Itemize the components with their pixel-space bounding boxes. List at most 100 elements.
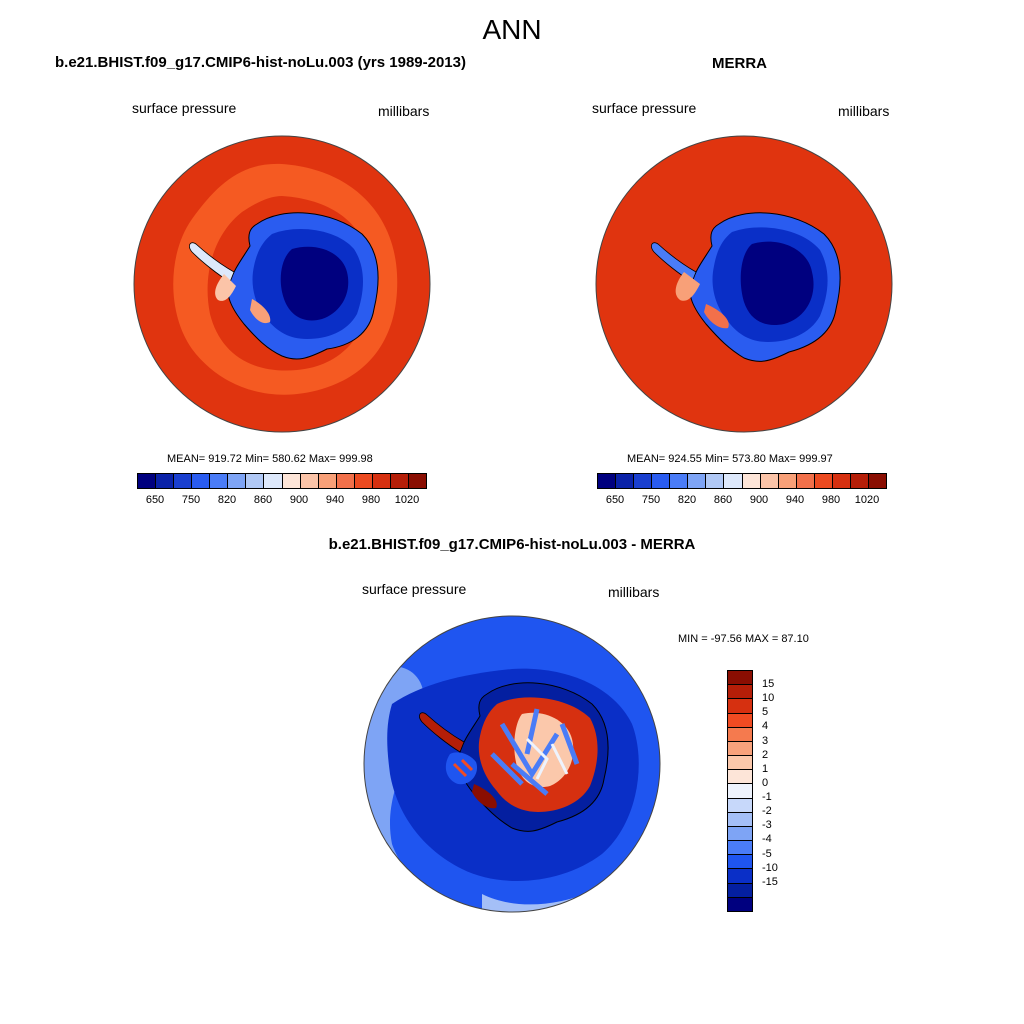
colorbar-tick-label: 750 — [181, 494, 201, 506]
colorbar-swatch — [728, 826, 752, 842]
colorbar-swatch — [246, 474, 265, 488]
colorbar-tick-label: 820 — [677, 494, 697, 506]
colorbar-tick-label: 0 — [762, 776, 769, 789]
colorbar-swatch — [728, 841, 752, 856]
model-polar-map — [133, 135, 431, 433]
colorbar-swatch — [598, 474, 617, 488]
colorbar-swatch — [616, 474, 635, 488]
colorbar-tick-label: 980 — [361, 494, 381, 506]
colorbar-tick-label: 820 — [217, 494, 237, 506]
colorbar-tick-label: 3 — [762, 734, 769, 747]
obs-panel-title: MERRA — [712, 55, 767, 72]
colorbar-tick-label: 1020 — [854, 494, 880, 506]
colorbar-swatch — [728, 671, 752, 686]
colorbar-tick-label: -1 — [762, 791, 772, 804]
colorbar-swatch — [318, 474, 337, 488]
model-panel-title: b.e21.BHIST.f09_g17.CMIP6-hist-noLu.003 … — [55, 54, 466, 71]
colorbar-swatch — [724, 474, 743, 488]
colorbar-tick-label: -5 — [762, 847, 772, 860]
colorbar-tick-label: 980 — [821, 494, 841, 506]
colorbar-tick-label: -4 — [762, 833, 772, 846]
diff-variable-label: surface pressure — [362, 581, 467, 597]
colorbar-swatch — [192, 474, 211, 488]
obs-stats: MEAN= 924.55 Min= 573.80 Max= 999.97 — [627, 453, 833, 465]
colorbar-tick-label: 650 — [145, 494, 165, 506]
colorbar-tick-label: -3 — [762, 819, 772, 832]
diff-stats: MIN = -97.56 MAX = 87.10 — [678, 633, 809, 645]
colorbar-swatch — [728, 897, 752, 911]
colorbar-swatch — [728, 784, 752, 799]
colorbar-tick-label: 750 — [641, 494, 661, 506]
colorbar-tick-label: 2 — [762, 748, 769, 761]
diff-polar-map — [363, 615, 661, 913]
colorbar-tick-label: 1020 — [394, 494, 420, 506]
colorbar-swatch — [372, 474, 391, 488]
colorbar-swatch — [728, 855, 752, 870]
obs-polar-map — [595, 135, 893, 433]
colorbar-swatch — [814, 474, 833, 488]
model-colorbar-ticks: 650 750 820 860 900 940 980 1020 — [137, 494, 425, 508]
colorbar-tick-label: 860 — [713, 494, 733, 506]
colorbar-tick-label: 940 — [325, 494, 345, 506]
model-stats: MEAN= 919.72 Min= 580.62 Max= 999.98 — [167, 453, 373, 465]
colorbar-swatch — [390, 474, 409, 488]
colorbar-tick-label: 4 — [762, 720, 769, 733]
diff-panel-title: b.e21.BHIST.f09_g17.CMIP6-hist-noLu.003 … — [328, 536, 696, 553]
colorbar-swatch — [728, 699, 752, 714]
obs-variable-label: surface pressure — [592, 100, 697, 116]
model-units-label: millibars — [378, 103, 430, 119]
obs-colorbar — [597, 473, 887, 489]
colorbar-swatch — [300, 474, 319, 488]
colorbar-swatch — [670, 474, 689, 488]
colorbar-swatch — [408, 474, 426, 488]
colorbar-tick-label: -10 — [762, 861, 778, 874]
colorbar-tick-label: 900 — [289, 494, 309, 506]
colorbar-swatch — [778, 474, 797, 488]
colorbar-swatch — [706, 474, 725, 488]
colorbar-swatch — [336, 474, 355, 488]
colorbar-tick-label: 940 — [785, 494, 805, 506]
colorbar-swatch — [728, 812, 752, 827]
colorbar-tick-label: 10 — [762, 692, 775, 705]
model-variable-label: surface pressure — [132, 100, 237, 116]
colorbar-swatch — [156, 474, 175, 488]
colorbar-swatch — [354, 474, 373, 488]
colorbar-swatch — [728, 798, 752, 813]
colorbar-tick-label: 5 — [762, 706, 769, 719]
figure-title: ANN — [482, 14, 542, 45]
colorbar-swatch — [728, 727, 752, 742]
colorbar-swatch — [728, 869, 752, 884]
colorbar-swatch — [796, 474, 815, 488]
colorbar-swatch — [210, 474, 229, 488]
colorbar-swatch — [742, 474, 761, 488]
colorbar-swatch — [728, 713, 752, 728]
colorbar-swatch — [850, 474, 869, 488]
colorbar-swatch — [728, 685, 752, 700]
colorbar-tick-label: 15 — [762, 678, 775, 691]
colorbar-tick-label: -15 — [762, 875, 778, 888]
diff-units-label: millibars — [608, 584, 660, 600]
colorbar-swatch — [688, 474, 707, 488]
colorbar-swatch — [728, 756, 752, 771]
colorbar-swatch — [228, 474, 247, 488]
colorbar-tick-label: -2 — [762, 805, 772, 818]
colorbar-tick-label: 1 — [762, 762, 769, 775]
colorbar-swatch — [728, 770, 752, 785]
colorbar-swatch — [652, 474, 671, 488]
colorbar-tick-label: 860 — [253, 494, 273, 506]
colorbar-tick-label: 900 — [749, 494, 769, 506]
diff-colorbar — [727, 670, 753, 912]
colorbar-swatch — [728, 741, 752, 757]
colorbar-swatch — [728, 883, 752, 898]
colorbar-swatch — [868, 474, 886, 488]
colorbar-swatch — [832, 474, 851, 488]
colorbar-swatch — [282, 474, 301, 488]
colorbar-tick-label: 650 — [605, 494, 625, 506]
model-colorbar — [137, 473, 427, 489]
colorbar-swatch — [138, 474, 157, 488]
colorbar-swatch — [174, 474, 193, 488]
obs-units-label: millibars — [838, 103, 890, 119]
colorbar-swatch — [634, 474, 653, 488]
colorbar-swatch — [760, 474, 779, 488]
obs-colorbar-ticks: 650 750 820 860 900 940 980 1020 — [597, 494, 885, 508]
